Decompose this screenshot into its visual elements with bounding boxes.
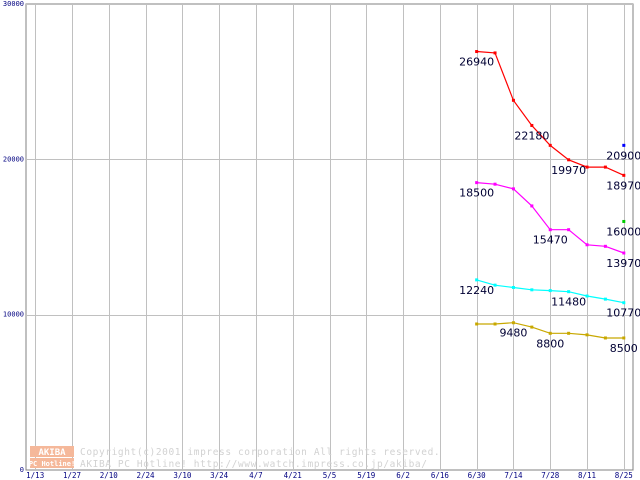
data-point [475, 50, 479, 54]
x-tick-label: 3/24 [210, 471, 229, 480]
data-label: 8500 [610, 342, 638, 355]
y-tick-label: 20000 [3, 155, 24, 163]
x-tick-label: 7/28 [541, 471, 560, 480]
data-point [603, 297, 607, 301]
x-tick-label: 3/10 [173, 471, 192, 480]
data-label: 9480 [499, 327, 527, 340]
data-label: 22180 [514, 129, 549, 142]
data-point [475, 322, 479, 326]
data-label: 20900 [606, 149, 640, 162]
x-tick-label: 2/10 [100, 471, 119, 480]
data-point [622, 251, 626, 255]
x-tick-label: 1/13 [26, 471, 44, 480]
data-point [530, 288, 534, 292]
x-tick-label: 7/14 [504, 471, 523, 480]
data-label: 19970 [551, 164, 586, 177]
data-point [548, 143, 552, 147]
data-point [567, 331, 571, 335]
logo-bottom-text: PC Hotline! [29, 460, 75, 468]
data-label: 13970 [606, 257, 640, 270]
data-point [567, 290, 571, 294]
data-label: 11480 [551, 296, 586, 309]
series-layer [475, 50, 626, 340]
data-point [493, 322, 497, 326]
data-point [585, 333, 589, 337]
y-tick-label: 10000 [3, 311, 24, 319]
data-point [493, 51, 497, 55]
x-tick-label: 4/21 [284, 471, 302, 480]
data-label: 12240 [459, 284, 494, 297]
data-label: 15470 [533, 234, 568, 247]
data-point [530, 325, 534, 329]
data-point [622, 173, 626, 177]
x-tick-label: 2/24 [137, 471, 156, 480]
data-point [585, 165, 589, 169]
x-tick-label: 5/5 [323, 471, 337, 480]
data-label: 16000 [606, 225, 640, 238]
logo-top-text: AKIBA [38, 448, 66, 458]
data-point [511, 321, 515, 325]
data-labels: 26940 22180 19970 20900 18970 18500 15470 16000… [459, 56, 640, 355]
data-point [475, 278, 479, 282]
x-tick-label: 5/19 [357, 471, 375, 480]
data-point [622, 219, 626, 223]
data-label: 18970 [606, 179, 640, 192]
x-tick-label: 6/16 [431, 471, 450, 480]
x-tick-label: 6/2 [396, 471, 410, 480]
x-tick-label: 1/27 [63, 471, 81, 480]
x-tick-label: 6/30 [468, 471, 487, 480]
site-url-line: AKIBA PC Hotline! http://www.watch.impre… [80, 459, 428, 470]
x-tick-label: 4/7 [249, 471, 263, 480]
data-point [567, 228, 571, 232]
data-point [493, 182, 497, 186]
data-point [622, 336, 626, 340]
grid-lines [25, 3, 634, 471]
data-label: 8800 [536, 337, 564, 350]
y-tick-label: 0 [20, 466, 24, 474]
data-point [585, 243, 589, 247]
data-point [511, 187, 515, 191]
watermark: AKIBA PC Hotline! Copyright(c)2001 impre… [29, 446, 440, 470]
data-point [585, 294, 589, 298]
data-label: 10770 [606, 307, 640, 320]
data-label: 18500 [459, 187, 494, 200]
data-point [603, 244, 607, 248]
data-point [511, 98, 515, 102]
akiba-logo: AKIBA PC Hotline! [29, 446, 75, 468]
copyright-line: Copyright(c)2001 impress corporation All… [80, 447, 440, 458]
data-point [493, 283, 497, 287]
data-point [475, 181, 479, 185]
data-point [548, 289, 552, 293]
data-point [622, 143, 626, 147]
x-axis-ticks: 1/13 1/27 2/10 2/24 3/10 3/24 4/7 4/21 5/5 5/19 6/… [26, 471, 633, 480]
y-axis-ticks: 0 10000 20000 30000 [3, 0, 24, 474]
data-point [567, 158, 571, 162]
data-point [548, 331, 552, 335]
x-tick-label: 8/25 [615, 471, 633, 480]
data-point [530, 123, 534, 127]
data-point [603, 336, 607, 340]
data-point [530, 204, 534, 208]
data-point [603, 165, 607, 169]
data-point [548, 228, 552, 232]
data-point [622, 301, 626, 305]
data-label: 26940 [459, 56, 494, 69]
x-tick-label: 8/11 [578, 471, 596, 480]
data-point [511, 285, 515, 289]
y-tick-label: 30000 [3, 0, 24, 8]
